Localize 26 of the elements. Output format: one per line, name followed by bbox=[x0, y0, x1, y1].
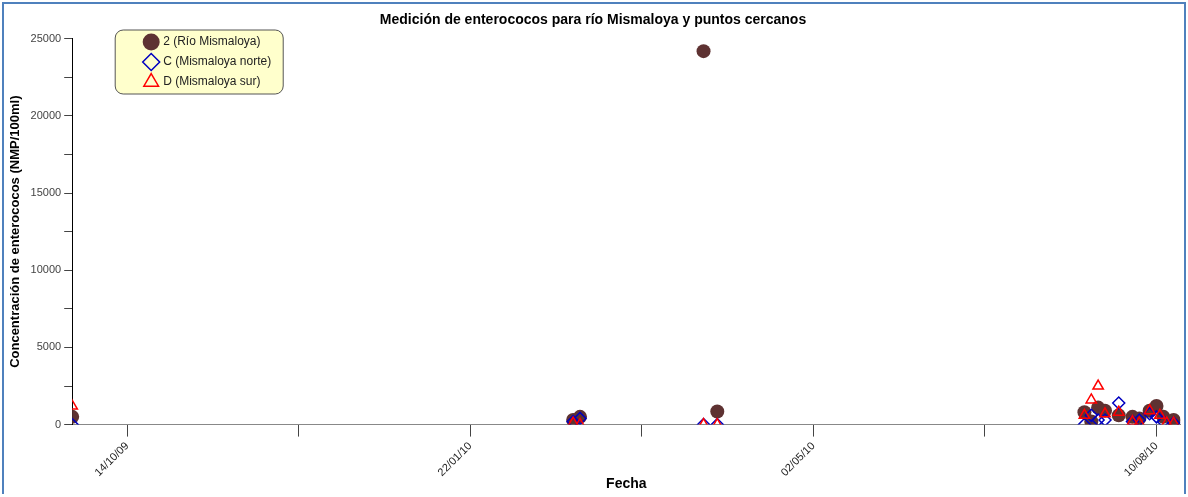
point bbox=[1142, 407, 1157, 421]
legend-label: D (Mismaloya sur) bbox=[163, 74, 261, 89]
point bbox=[696, 44, 711, 59]
legend-label: 2 (Río Mismaloya) bbox=[163, 34, 261, 49]
point bbox=[1091, 413, 1105, 425]
x-axis-title: Fecha bbox=[606, 475, 647, 492]
y-axis-title: Concentración de enterococos (NMP/100ml) bbox=[7, 95, 23, 368]
point bbox=[1156, 414, 1171, 425]
y-tick-label: 5000 bbox=[36, 340, 62, 353]
point bbox=[1149, 410, 1164, 424]
y-tick-label: 0 bbox=[55, 417, 62, 430]
y-tick-label: 15000 bbox=[30, 186, 62, 199]
point bbox=[1092, 379, 1105, 390]
chart-title: Medición de enterococos para río Mismaloya y puntos cercanos bbox=[379, 11, 807, 28]
legend-label: C (Mismaloya norte) bbox=[163, 54, 272, 69]
point bbox=[1153, 408, 1166, 420]
point bbox=[1098, 413, 1112, 425]
point bbox=[1084, 408, 1099, 423]
point bbox=[710, 404, 725, 419]
point bbox=[1112, 405, 1125, 416]
y-tick-label: 20000 bbox=[30, 108, 62, 121]
y-tick-label: 25000 bbox=[30, 31, 62, 44]
y-tick-label: 10000 bbox=[30, 263, 62, 276]
point bbox=[1111, 396, 1126, 410]
point bbox=[1085, 393, 1098, 404]
point bbox=[1099, 407, 1111, 418]
